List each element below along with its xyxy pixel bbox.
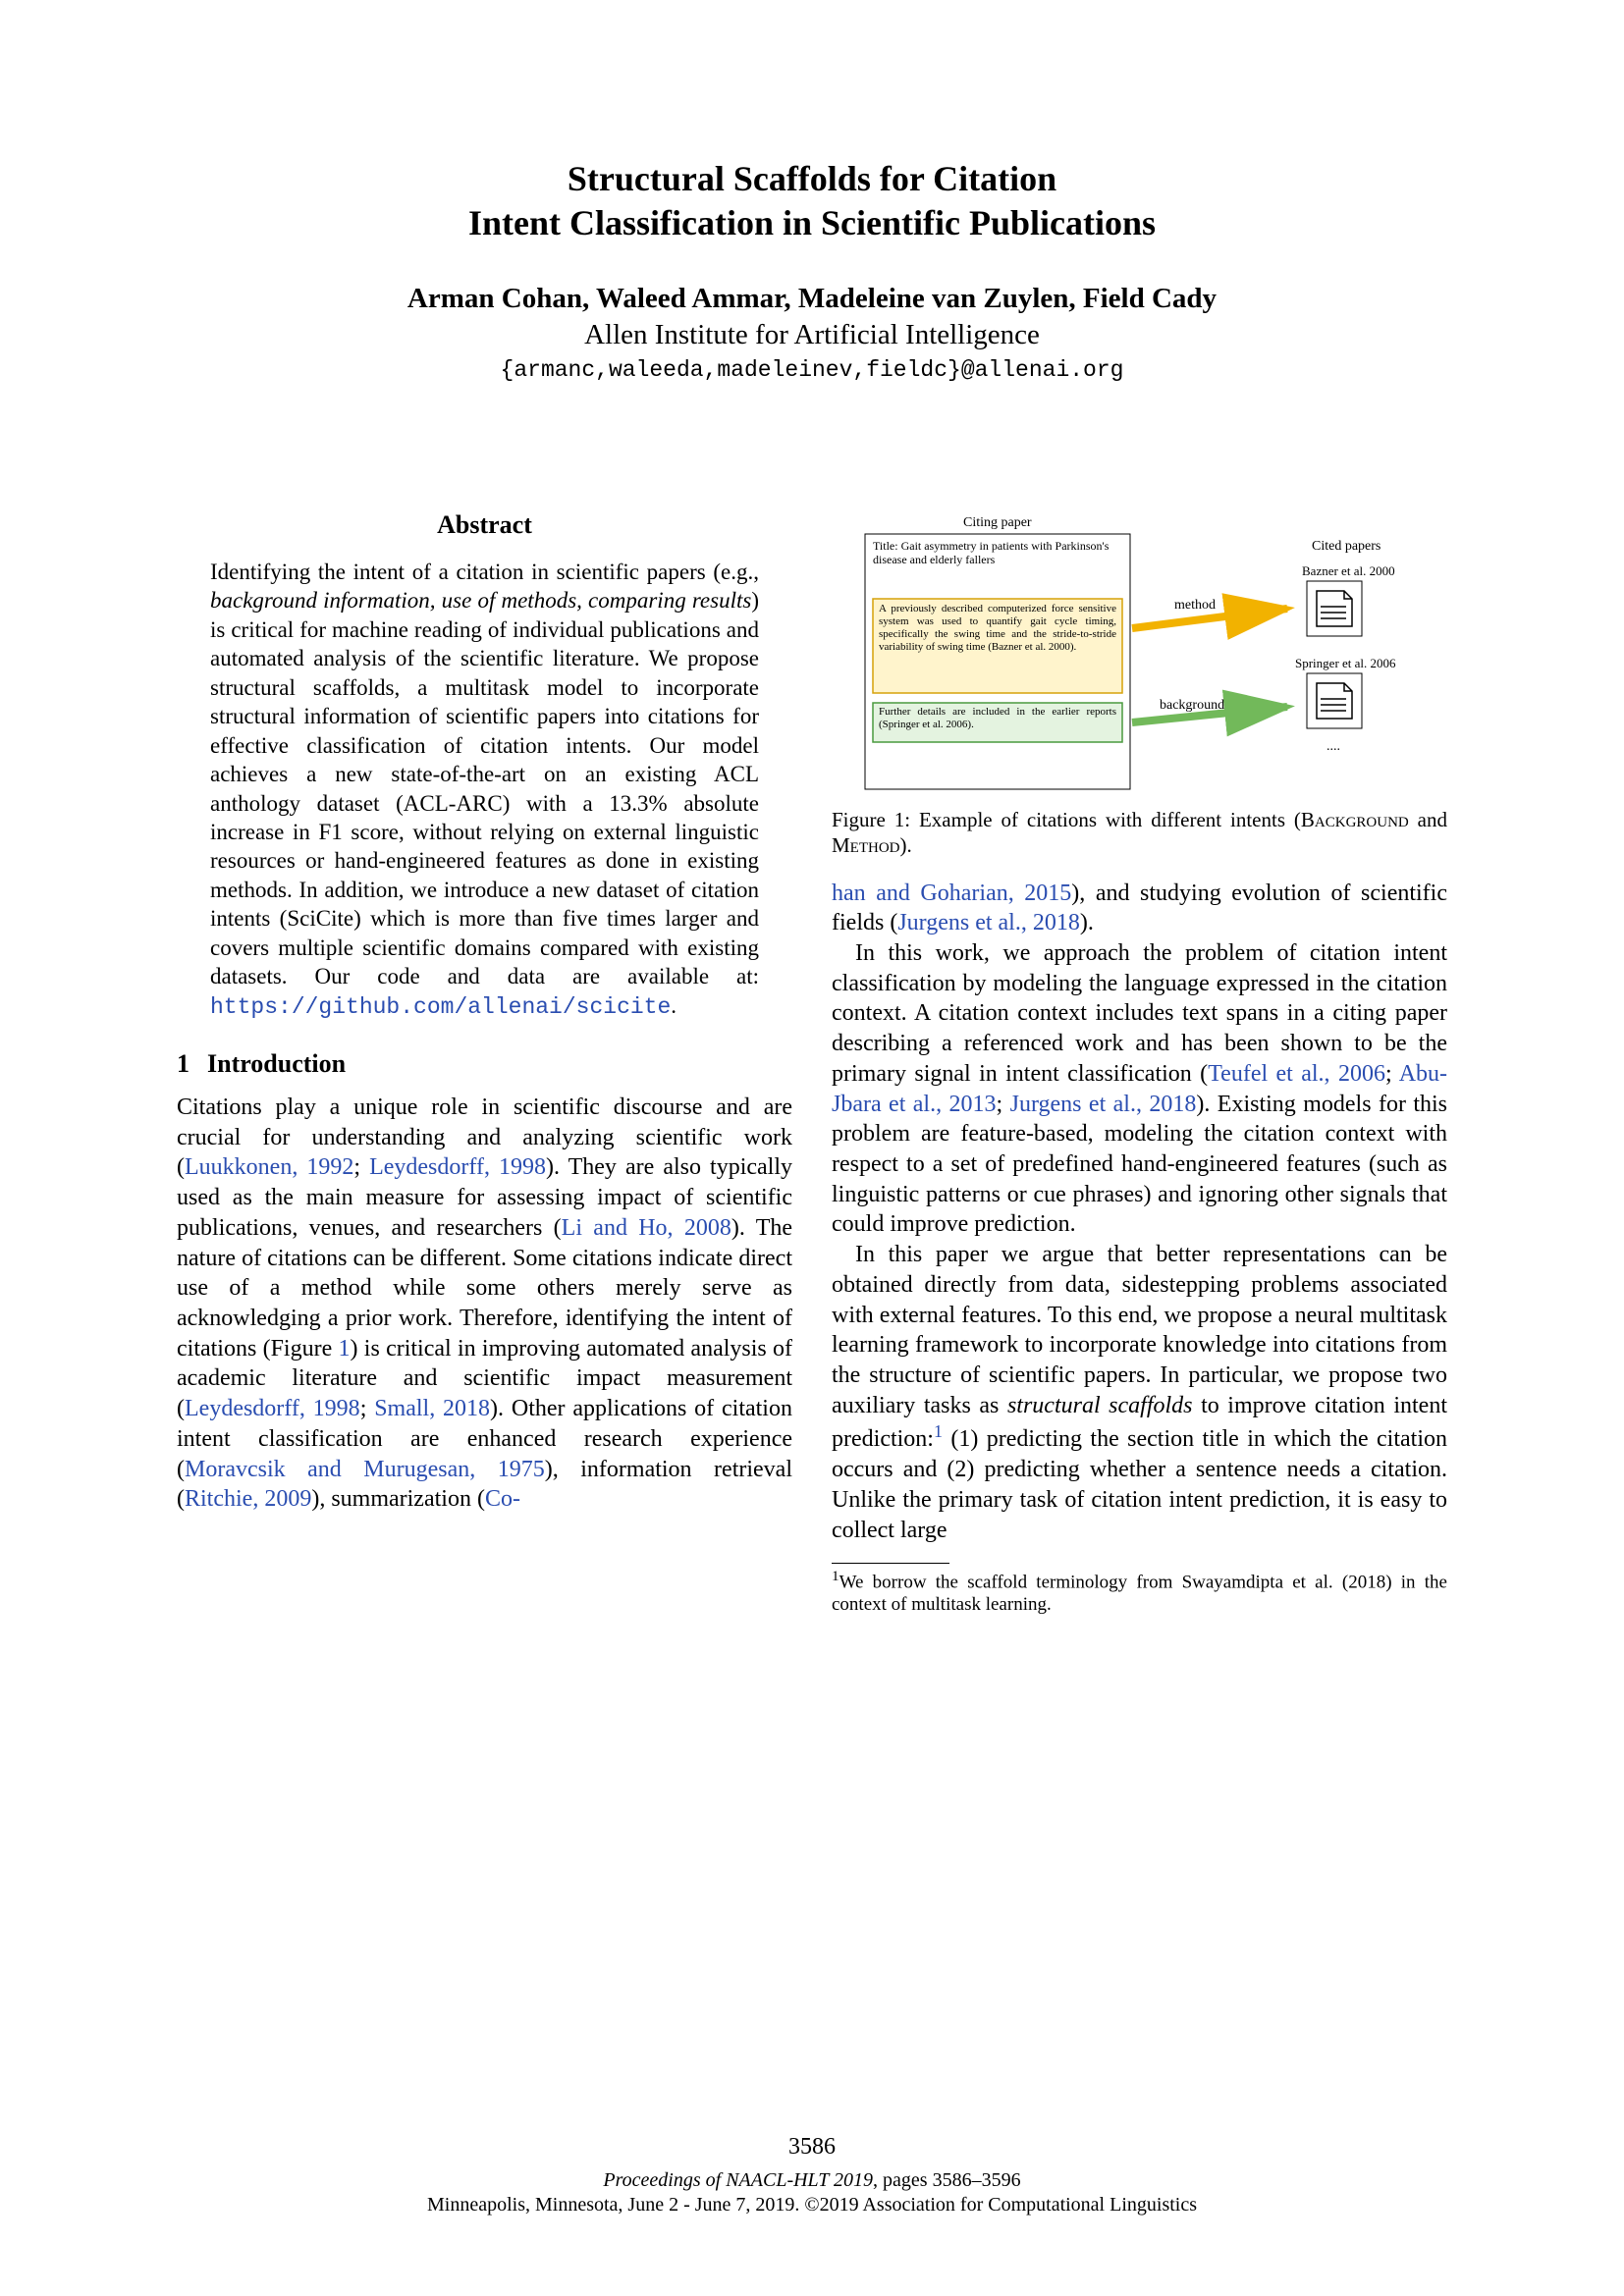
cite-leydesdorff-1998a[interactable]: Leydesdorff, 1998 xyxy=(369,1154,546,1180)
authors: Arman Cohan, Waleed Ammar, Madeleine van… xyxy=(177,283,1447,315)
title-line-2: Intent Classification in Scientific Publ… xyxy=(177,201,1447,245)
abstract-italic: background information, use of methods, … xyxy=(210,588,751,613)
fig-cited-2-label: Springer et al. 2006 xyxy=(1295,656,1396,670)
footer: 3586 Proceedings of NAACL-HLT 2019, page… xyxy=(0,2134,1624,2217)
col2-sep4: ; xyxy=(997,1092,1010,1117)
fig-citing-label: Citing paper xyxy=(963,515,1032,530)
fig-title-text: Title: Gait asymmetry in patients with P… xyxy=(873,540,1122,567)
proceedings-rest: , pages 3586–3596 xyxy=(873,2169,1021,2191)
affiliation: Allen Institute for Artificial Intellige… xyxy=(177,319,1447,351)
title-block: Structural Scaffolds for Citation Intent… xyxy=(177,157,1447,383)
abstract-period: . xyxy=(671,993,677,1018)
footnote-1-marker[interactable]: 1 xyxy=(934,1421,943,1441)
section-1-number: 1 xyxy=(177,1049,189,1078)
emails: {armanc,waleeda,madeleinev,fieldc}@allen… xyxy=(177,357,1447,383)
abstract-heading: Abstract xyxy=(177,510,792,540)
cite-jurgens-2018b[interactable]: Jurgens et al., 2018 xyxy=(1010,1092,1197,1117)
figure-1-ref[interactable]: 1 xyxy=(339,1336,351,1362)
intro-paragraph-1: Citations play a unique role in scientif… xyxy=(177,1093,792,1515)
page-number: 3586 xyxy=(0,2134,1624,2161)
cite-li-ho-2008[interactable]: Li and Ho, 2008 xyxy=(562,1215,731,1241)
col2-sep3: ; xyxy=(1385,1061,1399,1087)
proceedings-line-2: Minneapolis, Minnesota, June 2 - June 7,… xyxy=(0,2193,1624,2217)
footnote-1-number: 1 xyxy=(832,1568,839,1584)
figure-1-svg: Citing paper Cited papers Title: Gait as… xyxy=(845,510,1435,795)
cite-ritchie-2009[interactable]: Ritchie, 2009 xyxy=(185,1486,311,1512)
page: Structural Scaffolds for Citation Intent… xyxy=(0,0,1624,2296)
fig-cited-1-label: Bazner et al. 2000 xyxy=(1302,563,1395,578)
proceedings-em: Proceedings of NAACL-HLT 2019 xyxy=(603,2169,873,2191)
cite-jurgens-2018a[interactable]: Jurgens et al., 2018 xyxy=(897,910,1080,935)
left-column: Abstract Identifying the intent of a cit… xyxy=(177,510,792,1617)
footnote-1-text: We borrow the scaffold terminology from … xyxy=(832,1573,1447,1616)
title-line-1: Structural Scaffolds for Citation xyxy=(177,157,1447,201)
right-column: Citing paper Cited papers Title: Gait as… xyxy=(832,510,1447,1617)
footnote-rule xyxy=(832,1563,949,1564)
abstract-pre: Identifying the intent of a citation in … xyxy=(210,560,759,584)
fig-background-text: Further details are included in the earl… xyxy=(879,706,1116,731)
cite-moravcsik-1975[interactable]: Moravcsik and Murugesan, 1975 xyxy=(185,1457,545,1482)
fig-caption-sc2: Method xyxy=(832,833,900,857)
cite-teufel-2006[interactable]: Teufel et al., 2006 xyxy=(1208,1061,1385,1087)
intro-sep2: ; xyxy=(360,1396,375,1421)
cite-small-2018[interactable]: Small, 2018 xyxy=(374,1396,490,1421)
right-column-body: han and Goharian, 2015), and studying ev… xyxy=(832,879,1447,1546)
col2-p3-em: structural scaffolds xyxy=(1007,1393,1193,1418)
figure-1: Citing paper Cited papers Title: Gait as… xyxy=(832,510,1447,859)
abstract-body: Identifying the intent of a citation in … xyxy=(177,558,792,1022)
fig-caption-sc1: Background xyxy=(1301,808,1409,831)
cite-leydesdorff-1998b[interactable]: Leydesdorff, 1998 xyxy=(185,1396,360,1421)
abstract-post: ) is critical for machine reading of ind… xyxy=(210,588,759,988)
fig-caption-pre: Figure 1: Example of citations with diff… xyxy=(832,808,1301,831)
col2-cont-c: ). xyxy=(1080,910,1094,935)
fig-background-arrow-label: background xyxy=(1160,698,1224,713)
proceedings-line-1: Proceedings of NAACL-HLT 2019, pages 358… xyxy=(0,2168,1624,2193)
fig-dots: .... xyxy=(1326,739,1340,754)
two-column-body: Abstract Identifying the intent of a cit… xyxy=(177,510,1447,1617)
intro-sep1: ; xyxy=(353,1154,369,1180)
footnote-1: 1We borrow the scaffold terminology from… xyxy=(832,1568,1447,1617)
fig-method-arrow-label: method xyxy=(1174,598,1216,613)
fig-caption-post: ). xyxy=(900,833,912,857)
abstract-link[interactable]: https://github.com/allenai/scicite xyxy=(210,994,671,1020)
section-1-heading: 1 Introduction xyxy=(177,1049,792,1079)
figure-1-caption: Figure 1: Example of citations with diff… xyxy=(832,807,1447,859)
section-1-title: Introduction xyxy=(207,1049,346,1078)
fig-method-text: A previously described computerized forc… xyxy=(879,603,1116,654)
figure-1-svg-wrap: Citing paper Cited papers Title: Gait as… xyxy=(832,510,1447,795)
intro-p1g: ), summarization ( xyxy=(311,1486,485,1512)
cite-cohan-partial[interactable]: Co- xyxy=(485,1486,520,1512)
fig-caption-mid: and xyxy=(1409,808,1447,831)
cite-cohan-goharian-2015[interactable]: han and Goharian, 2015 xyxy=(832,881,1071,906)
cite-luukkonen-1992[interactable]: Luukkonen, 1992 xyxy=(185,1154,353,1180)
fig-cited-label: Cited papers xyxy=(1312,539,1380,554)
